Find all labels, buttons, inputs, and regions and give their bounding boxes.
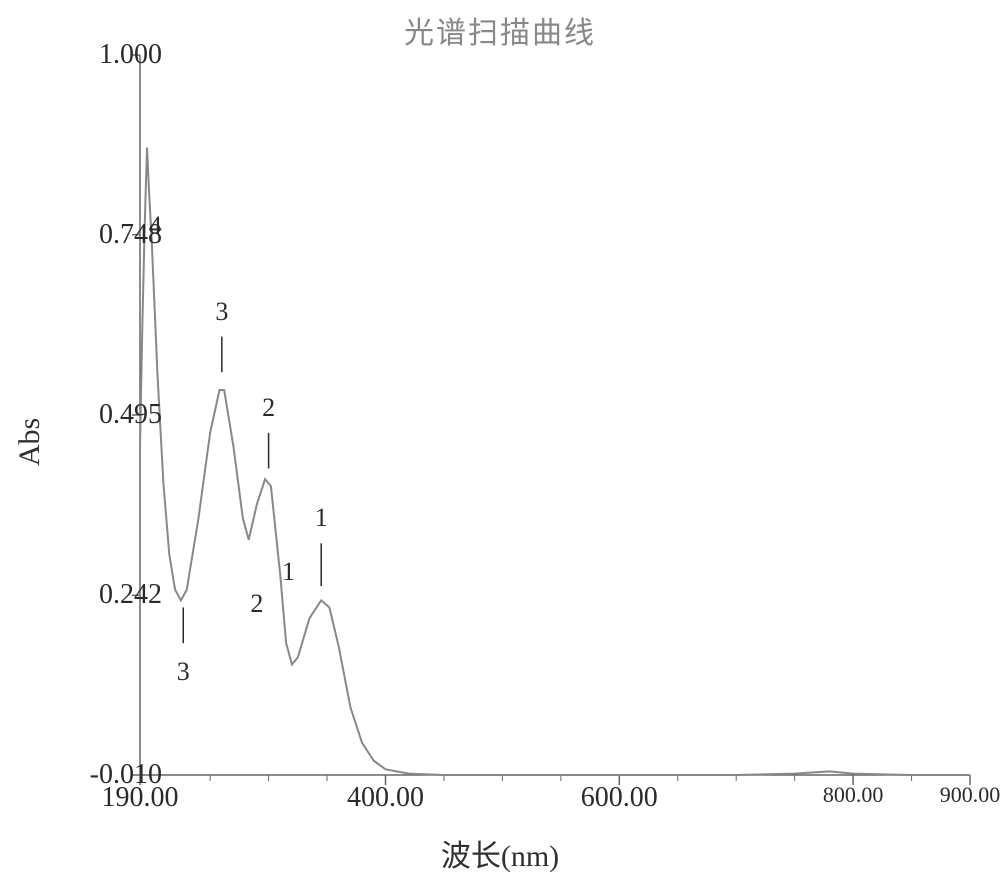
y-axis-label: Abs (13, 417, 47, 465)
peak-label: 2 (250, 589, 263, 619)
peak-label: 1 (282, 557, 295, 587)
x-tick-label: 190.00 (102, 782, 179, 814)
y-tick-label: 0.242 (52, 579, 162, 611)
x-tick-label: 600.00 (581, 782, 658, 814)
y-tick-label: 1.000 (52, 39, 162, 71)
y-tick-label: 0.748 (52, 219, 162, 251)
peak-label: 4 (149, 211, 162, 241)
peak-label: 1 (315, 503, 328, 533)
peak-label: 2 (262, 393, 275, 423)
peak-label: 3 (177, 657, 190, 687)
y-tick-label: 0.495 (52, 399, 162, 431)
spectrum-chart: 光谱扫描曲线 Abs 波长(nm) 1.0000.7480.4950.242-0… (0, 0, 1000, 883)
x-axis-label: 波长(nm) (0, 831, 1000, 875)
x-tick-label: 400.00 (347, 782, 424, 814)
x-tick-label: 900.00 (940, 782, 1000, 808)
peak-label: 3 (215, 297, 228, 327)
x-tick-label: 800.00 (823, 782, 884, 808)
